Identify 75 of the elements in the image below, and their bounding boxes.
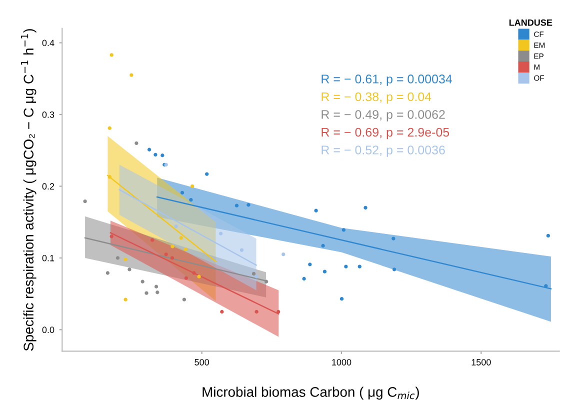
point	[364, 206, 368, 210]
point	[83, 199, 87, 204]
point	[544, 284, 548, 288]
point	[170, 256, 174, 260]
point	[184, 276, 188, 280]
point	[246, 203, 250, 207]
point	[130, 73, 134, 77]
annotation: R = − 0.52, p = 0.0036	[322, 146, 445, 157]
y-axis-title: Specific respiration activity ( μgCO₂ − C μg C$^{−1}$ h$^{−1}$)	[20, 29, 36, 351]
point	[124, 258, 128, 262]
point	[154, 284, 158, 288]
point	[154, 152, 158, 156]
point	[108, 175, 112, 179]
point	[321, 244, 325, 248]
point	[254, 274, 258, 278]
point	[106, 271, 110, 275]
point	[308, 262, 312, 266]
point	[134, 141, 138, 146]
x-tick-label: 1000	[332, 359, 352, 366]
point	[170, 244, 174, 248]
y-tick-label: 0.0	[42, 326, 54, 334]
point	[110, 234, 114, 238]
point	[392, 268, 396, 272]
point	[147, 148, 152, 152]
y-tick-label: 0.2	[42, 183, 54, 190]
point	[189, 198, 193, 202]
point	[218, 232, 223, 236]
point	[264, 280, 268, 284]
point	[174, 224, 178, 228]
point	[190, 184, 194, 188]
x-axis-title: Microbial biomas Carbon ( μg C$_{mic}$)	[202, 386, 419, 400]
point	[110, 53, 114, 57]
point	[342, 228, 346, 232]
point	[240, 248, 244, 252]
y-tick-label: 0.1	[42, 254, 54, 262]
point	[180, 190, 184, 195]
point	[546, 234, 550, 238]
point	[179, 236, 183, 240]
point	[128, 268, 132, 272]
x-tick-label: 500	[194, 359, 209, 366]
point	[140, 280, 144, 284]
point	[205, 172, 209, 176]
point	[197, 274, 201, 278]
point	[156, 290, 160, 294]
point	[184, 248, 188, 252]
point	[150, 238, 154, 242]
point	[192, 271, 196, 275]
legend-title: LANDUSE	[509, 19, 552, 26]
point	[314, 208, 318, 212]
y-tick-label: 0.4	[42, 40, 54, 46]
x-tick-label: 1500	[472, 359, 491, 366]
annotation: R = − 0.69, p = 2.9e-05	[322, 128, 450, 140]
point	[392, 236, 396, 240]
point	[358, 264, 362, 268]
point	[282, 252, 286, 256]
point	[108, 126, 112, 130]
point	[252, 272, 256, 276]
point	[322, 270, 327, 274]
point	[220, 310, 224, 314]
point	[182, 298, 186, 302]
point	[144, 291, 148, 295]
point	[160, 154, 164, 158]
point	[116, 256, 120, 260]
point	[254, 310, 258, 314]
annotation: R = − 0.61, p = 0.00034	[322, 74, 452, 86]
annotation: R = − 0.38, p = 0.04	[322, 92, 432, 104]
point	[234, 204, 239, 208]
point	[302, 276, 306, 281]
annotation: R = − 0.49, p = 0.0062	[322, 110, 445, 122]
point	[340, 296, 344, 301]
y-tick-label: 0.3	[42, 111, 54, 118]
point	[344, 264, 348, 268]
point	[124, 298, 128, 302]
point	[164, 252, 168, 256]
point	[276, 310, 280, 314]
